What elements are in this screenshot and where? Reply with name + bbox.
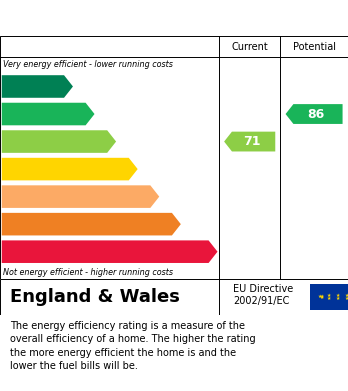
Bar [310, 284, 348, 310]
Text: (55-68): (55-68) [5, 166, 35, 172]
Text: Not energy efficient - higher running costs: Not energy efficient - higher running co… [3, 267, 174, 276]
Text: ★: ★ [335, 292, 340, 298]
Text: (81-91): (81-91) [5, 111, 34, 117]
Text: Very energy efficient - lower running costs: Very energy efficient - lower running co… [3, 60, 173, 69]
Text: ★: ★ [320, 294, 324, 299]
Text: Current: Current [231, 42, 268, 52]
Text: (1-20): (1-20) [5, 249, 29, 255]
Text: England & Wales: England & Wales [10, 288, 180, 306]
Text: (21-38): (21-38) [5, 221, 34, 227]
Text: E: E [138, 190, 148, 204]
Polygon shape [224, 132, 275, 151]
Text: 71: 71 [243, 135, 261, 148]
Text: Energy Efficiency Rating: Energy Efficiency Rating [10, 11, 232, 26]
Text: ★: ★ [318, 294, 322, 300]
Text: ★: ★ [335, 296, 340, 301]
Text: D: D [114, 162, 126, 176]
Text: The energy efficiency rating is a measure of the
overall efficiency of a home. T: The energy efficiency rating is a measur… [10, 321, 256, 371]
Text: ★: ★ [344, 293, 348, 298]
Polygon shape [2, 185, 159, 208]
Text: G: G [195, 245, 206, 259]
Text: Potential: Potential [293, 42, 335, 52]
Text: ★: ★ [326, 293, 331, 298]
Polygon shape [2, 240, 218, 263]
Text: (69-80): (69-80) [5, 138, 35, 145]
Text: (39-54): (39-54) [5, 194, 34, 200]
Text: ★: ★ [326, 296, 331, 301]
Text: 86: 86 [308, 108, 325, 120]
Polygon shape [2, 213, 181, 235]
Text: A: A [50, 79, 61, 93]
Text: (92-100): (92-100) [5, 84, 39, 90]
Text: F: F [160, 217, 169, 231]
Polygon shape [2, 130, 116, 153]
Text: B: B [72, 107, 83, 121]
Polygon shape [2, 103, 95, 125]
Text: ★: ★ [320, 295, 324, 300]
Text: C: C [94, 135, 104, 149]
Polygon shape [286, 104, 342, 124]
Text: ★: ★ [344, 296, 348, 301]
Text: EU Directive
2002/91/EC: EU Directive 2002/91/EC [233, 284, 293, 306]
Polygon shape [2, 158, 138, 180]
Polygon shape [2, 75, 73, 98]
